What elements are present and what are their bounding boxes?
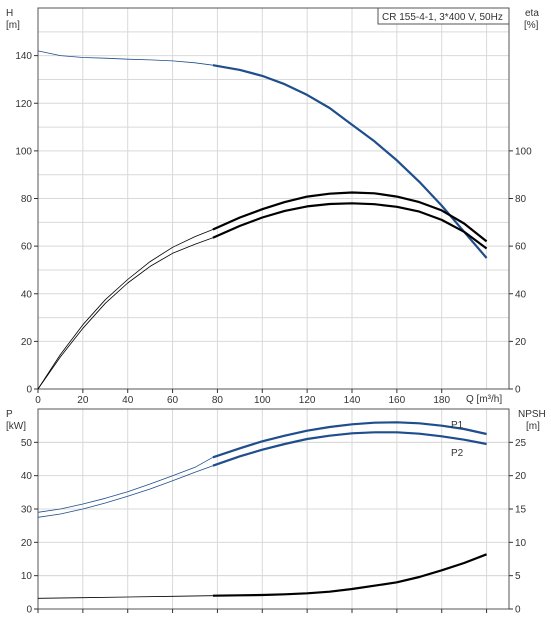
series-bottom-2-line [212,553,487,597]
y-right-tick-label: 10 [515,538,527,549]
y-right-tick-label: 0 [515,385,521,396]
x-tick-label: 140 [344,395,361,406]
x-tick-label: 0 [35,395,41,406]
y-left-tick-label: 140 [15,51,32,62]
y-left-tick-label: 100 [15,146,32,157]
y-right-tick-label: 60 [515,242,527,253]
top-tick-labels: 0 20 40 60 80 100 120 140 160 180 0 20 40 60 80 100 120 1… [15,51,532,406]
x-tick-label: 160 [389,395,406,406]
y-left-tick-label: 20 [21,337,33,348]
series-label-p2: P2 [451,448,464,459]
y-right-tick-label: 5 [515,571,521,582]
x-tick-label: 80 [212,395,224,406]
x-tick-label: 180 [433,395,450,406]
title-box [377,7,510,25]
y-left-tick-label: 30 [21,505,33,516]
top-right-axis-label: eta [525,8,539,19]
series-top-2-thin [37,237,214,390]
y-left-tick-label: 0 [26,385,32,396]
bottom-series-group [37,421,487,599]
bottom-left-axis-unit: [kW] [6,421,26,432]
y-left-tick-label: 60 [21,242,33,253]
y-right-tick-label: 80 [515,194,527,205]
x-tick-label: 20 [77,395,89,406]
top-left-axis-label: H [6,8,13,19]
y-left-tick-label: 0 [26,605,32,616]
bottom-right-axis-unit: [m] [526,421,540,432]
series-labels: P1 P2 [451,420,464,459]
y-right-tick-label: 0 [515,605,521,616]
series-bottom-1-thin [37,465,214,518]
series-bottom-0-thin [37,456,214,513]
top-series-group [37,50,488,390]
y-right-tick-label: 40 [515,289,527,300]
series-label-p1: P1 [451,420,464,431]
series-top-1-line [212,191,488,243]
y-left-tick-label: 50 [21,438,33,449]
y-right-tick-label: 20 [515,471,527,482]
y-left-tick-label: 40 [21,289,33,300]
bottom-left-axis-label: P [6,409,13,420]
top-x-axis-label: Q [m³/h] [466,394,502,405]
x-tick-label: 60 [167,395,179,406]
y-right-tick-label: 20 [515,337,527,348]
series-top-2-line [212,202,488,250]
y-left-tick-label: 120 [15,99,32,110]
top-grid [38,8,509,389]
y-right-tick-label: 25 [515,438,527,449]
y-left-tick-label: 10 [21,571,33,582]
series-top-1-thin [37,229,214,390]
y-left-tick-label: 80 [21,194,33,205]
bottom-tick-labels: 0 10 20 30 40 50 0 5 10 15 20 25 [21,438,527,616]
x-tick-label: 100 [254,395,271,406]
bottom-right-axis-label: NPSH [518,409,546,420]
y-left-tick-label: 40 [21,471,33,482]
top-right-axis-unit: [%] [524,20,539,31]
series-top-0-line [212,64,488,259]
y-left-tick-label: 20 [21,538,33,549]
top-left-axis-unit: [m] [6,20,20,31]
series-bottom-0-line [212,421,487,459]
series-bottom-2-thin [37,595,213,599]
chart-title: CR 155-4-1, 3*400 V, 50Hz [382,12,503,23]
x-tick-label: 120 [299,395,316,406]
y-right-tick-label: 15 [515,505,527,516]
y-right-tick-label: 100 [515,146,532,157]
series-top-0-thin [37,50,213,66]
series-bottom-1-line [212,431,487,467]
x-tick-label: 40 [122,395,134,406]
